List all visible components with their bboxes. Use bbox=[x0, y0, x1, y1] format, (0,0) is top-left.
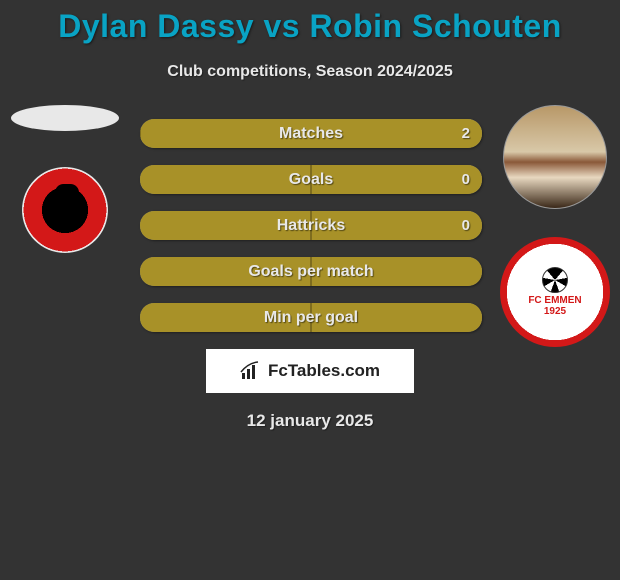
right-player-column: FC EMMEN 1925 bbox=[500, 105, 610, 347]
ball-icon bbox=[542, 267, 568, 293]
stat-row: Hattricks0 bbox=[140, 211, 482, 240]
right-player-avatar bbox=[503, 105, 607, 209]
stat-label: Hattricks bbox=[140, 211, 482, 240]
stat-label: Matches bbox=[140, 119, 482, 148]
crest-text-top: FC EMMEN bbox=[528, 295, 581, 306]
stat-value-right: 2 bbox=[462, 119, 470, 148]
left-player-avatar bbox=[11, 105, 119, 131]
stat-label: Min per goal bbox=[140, 303, 482, 332]
source-logo: FcTables.com bbox=[206, 349, 414, 393]
stat-value-right: 0 bbox=[462, 165, 470, 194]
main-area: FC EMMEN 1925 Matches2Goals0Hattricks0Go… bbox=[0, 119, 620, 332]
stat-row: Matches2 bbox=[140, 119, 482, 148]
stat-row: Min per goal bbox=[140, 303, 482, 332]
stat-row: Goals0 bbox=[140, 165, 482, 194]
crest-text-bottom: 1925 bbox=[528, 306, 581, 317]
comparison-card: Dylan Dassy vs Robin Schouten Club compe… bbox=[0, 0, 620, 580]
date-label: 12 january 2025 bbox=[0, 411, 620, 431]
chart-icon bbox=[240, 361, 262, 381]
right-club-crest-inner: FC EMMEN 1925 bbox=[528, 267, 581, 317]
stat-bars: Matches2Goals0Hattricks0Goals per matchM… bbox=[140, 119, 482, 332]
stat-label: Goals per match bbox=[140, 257, 482, 286]
stat-row: Goals per match bbox=[140, 257, 482, 286]
stat-value-right: 0 bbox=[462, 211, 470, 240]
subtitle: Club competitions, Season 2024/2025 bbox=[0, 63, 620, 81]
left-player-column bbox=[10, 105, 120, 253]
stat-label: Goals bbox=[140, 165, 482, 194]
left-club-crest bbox=[22, 167, 108, 253]
source-logo-text: FcTables.com bbox=[268, 361, 380, 381]
page-title: Dylan Dassy vs Robin Schouten bbox=[0, 0, 620, 45]
right-club-crest: FC EMMEN 1925 bbox=[500, 237, 610, 347]
